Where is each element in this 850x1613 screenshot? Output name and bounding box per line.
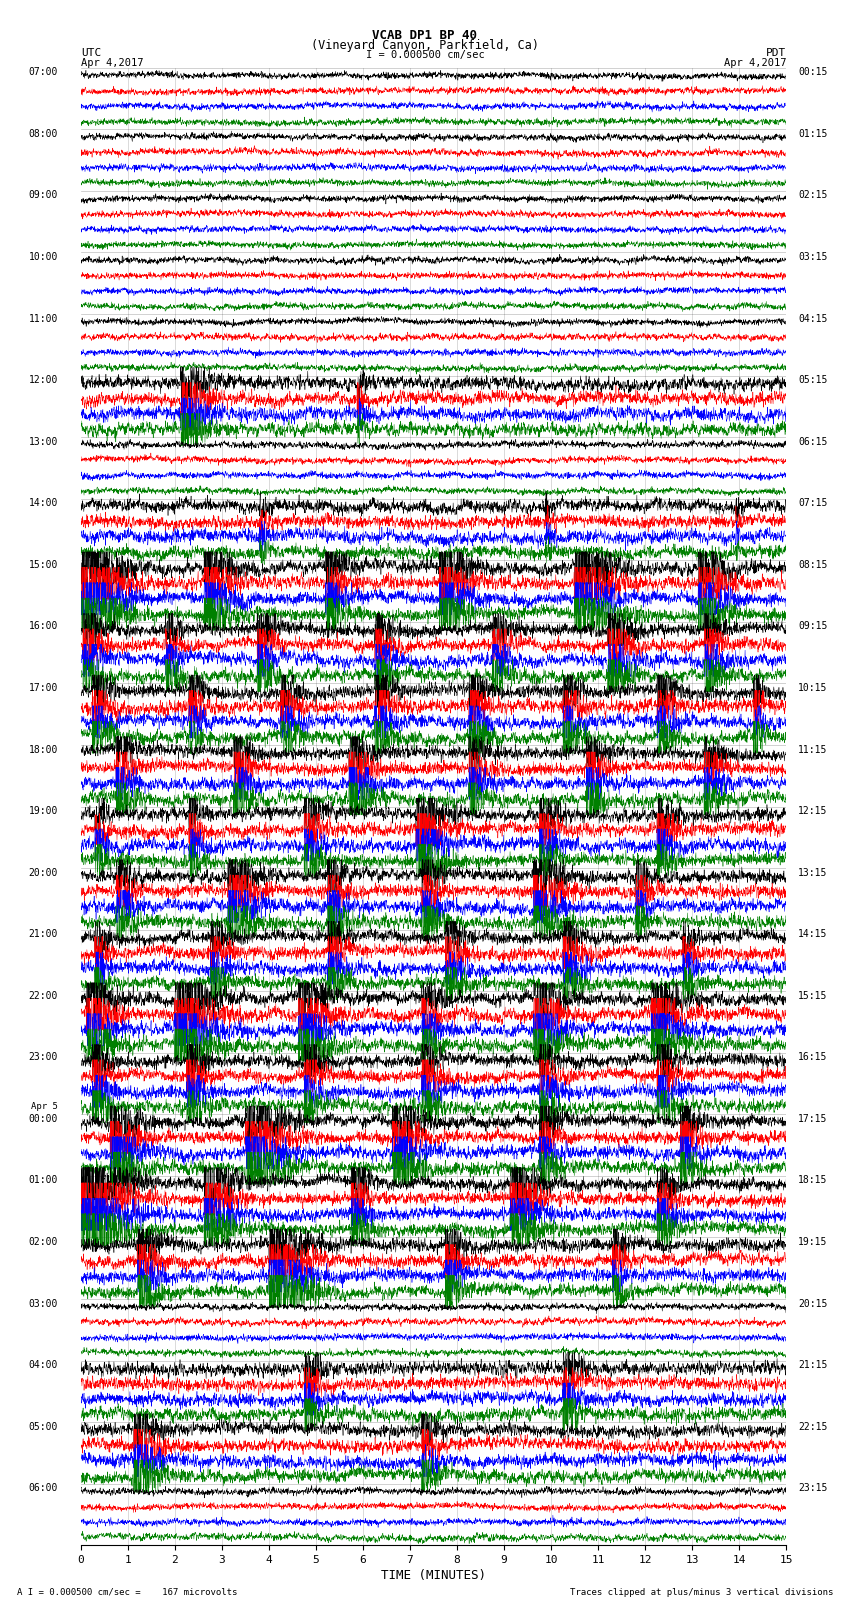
Text: 22:00: 22:00 <box>29 990 58 1000</box>
Text: 03:00: 03:00 <box>29 1298 58 1308</box>
Text: 10:00: 10:00 <box>29 252 58 261</box>
Text: A I = 0.000500 cm/sec =    167 microvolts: A I = 0.000500 cm/sec = 167 microvolts <box>17 1587 237 1597</box>
Text: 20:15: 20:15 <box>798 1298 827 1308</box>
Text: I = 0.000500 cm/sec: I = 0.000500 cm/sec <box>366 50 484 60</box>
Text: 18:15: 18:15 <box>798 1176 827 1186</box>
Text: 19:00: 19:00 <box>29 806 58 816</box>
Text: 15:00: 15:00 <box>29 560 58 569</box>
Text: 21:00: 21:00 <box>29 929 58 939</box>
Text: 16:00: 16:00 <box>29 621 58 631</box>
X-axis label: TIME (MINUTES): TIME (MINUTES) <box>381 1569 486 1582</box>
Text: 02:15: 02:15 <box>798 190 827 200</box>
Text: 11:00: 11:00 <box>29 313 58 324</box>
Text: 14:00: 14:00 <box>29 498 58 508</box>
Text: 13:15: 13:15 <box>798 868 827 877</box>
Text: 08:00: 08:00 <box>29 129 58 139</box>
Text: 05:00: 05:00 <box>29 1421 58 1432</box>
Text: 11:15: 11:15 <box>798 745 827 755</box>
Text: 06:15: 06:15 <box>798 437 827 447</box>
Text: 09:15: 09:15 <box>798 621 827 631</box>
Text: 12:00: 12:00 <box>29 376 58 386</box>
Text: 04:15: 04:15 <box>798 313 827 324</box>
Text: 23:15: 23:15 <box>798 1484 827 1494</box>
Text: 07:15: 07:15 <box>798 498 827 508</box>
Text: Apr 4,2017: Apr 4,2017 <box>81 58 144 68</box>
Text: VCAB DP1 BP 40: VCAB DP1 BP 40 <box>372 29 478 42</box>
Text: Apr 5: Apr 5 <box>31 1102 58 1111</box>
Text: 01:00: 01:00 <box>29 1176 58 1186</box>
Text: 01:15: 01:15 <box>798 129 827 139</box>
Text: Traces clipped at plus/minus 3 vertical divisions: Traces clipped at plus/minus 3 vertical … <box>570 1587 833 1597</box>
Text: 17:15: 17:15 <box>798 1115 827 1124</box>
Text: 16:15: 16:15 <box>798 1052 827 1063</box>
Text: 22:15: 22:15 <box>798 1421 827 1432</box>
Text: 02:00: 02:00 <box>29 1237 58 1247</box>
Text: 10:15: 10:15 <box>798 682 827 694</box>
Text: 07:00: 07:00 <box>29 68 58 77</box>
Text: 18:00: 18:00 <box>29 745 58 755</box>
Text: UTC: UTC <box>81 48 101 58</box>
Text: 03:15: 03:15 <box>798 252 827 261</box>
Text: 04:00: 04:00 <box>29 1360 58 1369</box>
Text: 06:00: 06:00 <box>29 1484 58 1494</box>
Text: 08:15: 08:15 <box>798 560 827 569</box>
Text: 23:00: 23:00 <box>29 1052 58 1063</box>
Text: 00:15: 00:15 <box>798 68 827 77</box>
Text: 00:00: 00:00 <box>29 1115 58 1124</box>
Text: 21:15: 21:15 <box>798 1360 827 1369</box>
Text: 09:00: 09:00 <box>29 190 58 200</box>
Text: PDT: PDT <box>766 48 786 58</box>
Text: 13:00: 13:00 <box>29 437 58 447</box>
Text: 20:00: 20:00 <box>29 868 58 877</box>
Text: 19:15: 19:15 <box>798 1237 827 1247</box>
Text: 15:15: 15:15 <box>798 990 827 1000</box>
Text: 12:15: 12:15 <box>798 806 827 816</box>
Text: 14:15: 14:15 <box>798 929 827 939</box>
Text: 17:00: 17:00 <box>29 682 58 694</box>
Text: 05:15: 05:15 <box>798 376 827 386</box>
Text: (Vineyard Canyon, Parkfield, Ca): (Vineyard Canyon, Parkfield, Ca) <box>311 39 539 52</box>
Text: Apr 4,2017: Apr 4,2017 <box>723 58 786 68</box>
